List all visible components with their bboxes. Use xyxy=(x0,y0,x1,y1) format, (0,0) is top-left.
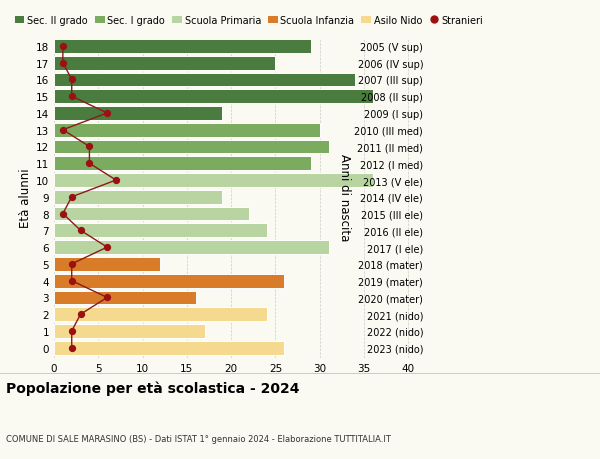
Bar xyxy=(54,157,311,171)
Bar xyxy=(54,257,160,271)
Bar xyxy=(54,291,196,305)
Point xyxy=(67,261,77,268)
Point xyxy=(67,344,77,352)
Point xyxy=(58,127,68,134)
Bar xyxy=(54,90,373,104)
Point xyxy=(103,294,112,302)
Bar xyxy=(54,325,205,338)
Y-axis label: Anni di nascita: Anni di nascita xyxy=(338,154,351,241)
Bar xyxy=(54,140,329,154)
Point xyxy=(67,77,77,84)
Bar xyxy=(54,56,275,70)
Bar xyxy=(54,107,222,121)
Point xyxy=(103,110,112,118)
Point xyxy=(67,328,77,335)
Point xyxy=(103,244,112,251)
Bar xyxy=(54,207,249,221)
Bar xyxy=(54,174,373,187)
Point xyxy=(58,210,68,218)
Point xyxy=(67,93,77,101)
Point xyxy=(67,277,77,285)
Bar xyxy=(54,241,329,254)
Text: COMUNE DI SALE MARASINO (BS) - Dati ISTAT 1° gennaio 2024 - Elaborazione TUTTITA: COMUNE DI SALE MARASINO (BS) - Dati ISTA… xyxy=(6,434,391,442)
Legend: Sec. II grado, Sec. I grado, Scuola Primaria, Scuola Infanzia, Asilo Nido, Stran: Sec. II grado, Sec. I grado, Scuola Prim… xyxy=(11,12,487,29)
Point xyxy=(58,43,68,50)
Point xyxy=(58,60,68,67)
Bar xyxy=(54,308,266,321)
Point xyxy=(85,160,94,168)
Point xyxy=(76,227,85,235)
Bar xyxy=(54,123,320,137)
Bar xyxy=(54,224,266,238)
Bar xyxy=(54,341,284,355)
Bar xyxy=(54,190,222,204)
Point xyxy=(111,177,121,185)
Point xyxy=(76,311,85,318)
Y-axis label: Età alunni: Età alunni xyxy=(19,168,32,227)
Bar xyxy=(54,274,284,288)
Point xyxy=(85,144,94,151)
Bar xyxy=(54,40,311,54)
Point xyxy=(67,194,77,201)
Text: Popolazione per età scolastica - 2024: Popolazione per età scolastica - 2024 xyxy=(6,381,299,396)
Bar xyxy=(54,73,355,87)
